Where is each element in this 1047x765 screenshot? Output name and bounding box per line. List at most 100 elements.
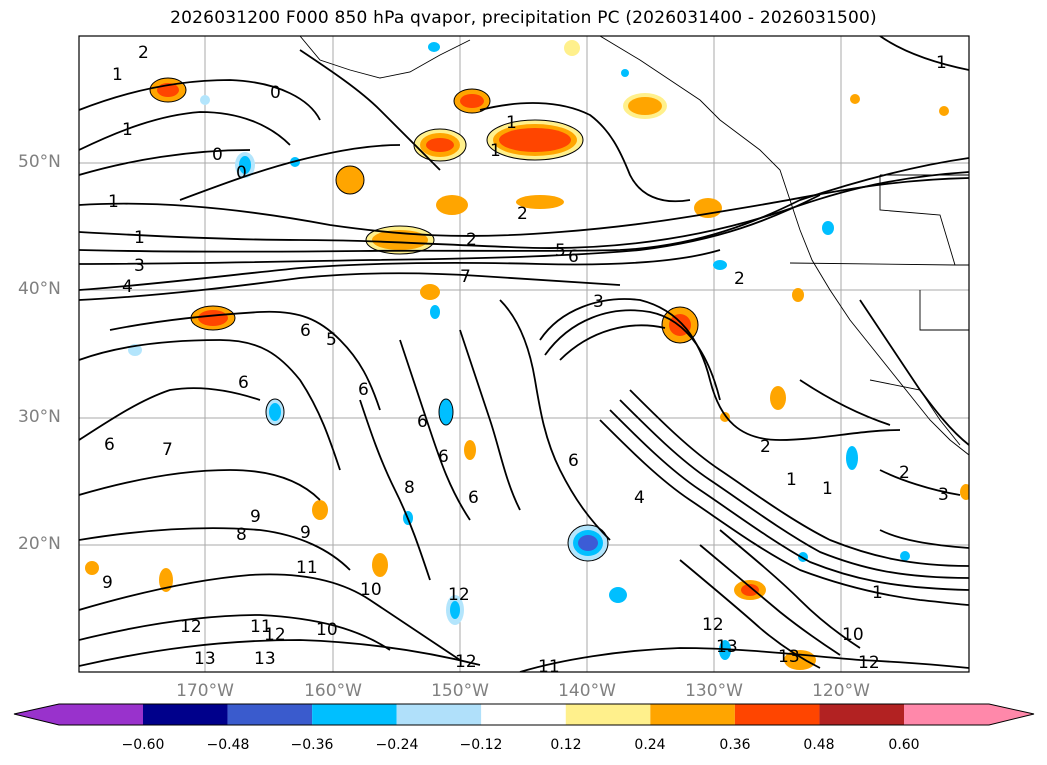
- colorbar-segment: [396, 704, 482, 725]
- colorbar-tick: 0.24: [634, 737, 666, 753]
- contour-label: 4: [634, 488, 645, 508]
- contour-label: 13: [778, 647, 800, 667]
- contour-label: 1: [490, 141, 501, 161]
- contour-label: 6: [568, 247, 579, 267]
- colorbar-segment: [312, 704, 397, 725]
- contour-label: 1: [112, 65, 123, 85]
- contour-label: 12: [702, 615, 724, 635]
- contour-label: 5: [326, 330, 337, 350]
- contour-label: 1: [134, 228, 145, 248]
- contour-label: 2: [517, 204, 528, 224]
- lon-label-150w: 150°W: [431, 681, 489, 701]
- contour-label: 1: [506, 113, 517, 133]
- contour-label: 13: [716, 637, 738, 657]
- contour-label: 7: [162, 440, 173, 460]
- contour-label: 6: [238, 373, 249, 393]
- map-frame: [78, 35, 970, 673]
- lon-label-120w: 120°W: [812, 681, 870, 701]
- colorbar-segment: [565, 704, 651, 725]
- colorbar-segment: [650, 704, 735, 725]
- contour-label: 5: [555, 241, 566, 261]
- colorbar-segment: [143, 704, 228, 725]
- colorbar-segment: [734, 704, 820, 725]
- contour-label: 12: [858, 653, 880, 673]
- contour-labels: 2 1 0 1 1 1 0 0 1 2 1 2 3 4 5 6 7 2 3 6 …: [102, 43, 949, 677]
- colorbar-tick: −0.24: [375, 737, 419, 753]
- gridlines: [79, 36, 969, 672]
- contour-label: 9: [102, 573, 113, 593]
- contour-label: 0: [236, 163, 247, 183]
- colorbar-segment: [481, 704, 566, 725]
- contour-label: 2: [466, 230, 477, 250]
- contour-label: 1: [122, 120, 133, 140]
- lat-label-50n: 50°N: [18, 152, 61, 172]
- contour-label: 2: [138, 43, 149, 63]
- colorbar-tick: 0.48: [803, 737, 835, 753]
- contour-label: 8: [236, 525, 247, 545]
- colorbar-tick: 0.36: [719, 737, 751, 753]
- positive-anomaly-shading: [85, 40, 969, 670]
- contour-label: 9: [250, 507, 261, 527]
- contour-label: 2: [899, 463, 910, 483]
- contour-label: 10: [360, 580, 382, 600]
- colorbar-segment: [904, 704, 989, 725]
- lon-label-140w: 140°W: [558, 681, 616, 701]
- contour-label: 1: [786, 470, 797, 490]
- lat-label-40n: 40°N: [18, 279, 61, 299]
- map-plot: 2 1 0 1 1 1 0 0 1 2 1 2 3 4 5 6 7 2 3 6 …: [78, 35, 970, 677]
- contour-label: 3: [134, 256, 145, 276]
- contour-label: 9: [300, 523, 311, 543]
- lon-label-160w: 160°W: [304, 681, 362, 701]
- contour-label: 13: [254, 649, 276, 669]
- colorbar-tick: 0.12: [550, 737, 582, 753]
- contour-label: 12: [264, 625, 286, 645]
- colorbar-segment: [227, 704, 313, 725]
- contour-label: 2: [734, 269, 745, 289]
- contour-label: 1: [822, 479, 833, 499]
- contour-label: 1: [936, 53, 947, 73]
- contour-label: 6: [300, 321, 311, 341]
- contour-label: 11: [250, 617, 272, 637]
- contour-label: 0: [270, 83, 281, 103]
- coastlines: [299, 36, 969, 456]
- colorbar-segment: [819, 704, 904, 725]
- colorbar-segment: [59, 704, 143, 725]
- contour-label: 11: [538, 657, 560, 677]
- lon-label-170w: 170°W: [176, 681, 234, 701]
- contour-label: 8: [404, 478, 415, 498]
- contour-label: 3: [938, 485, 949, 505]
- contour-label: 6: [438, 447, 449, 467]
- contour-label: 12: [455, 652, 477, 672]
- lat-label-20n: 20°N: [18, 534, 61, 554]
- colorbar-segments: [14, 704, 1034, 725]
- contour-label: 2: [760, 437, 771, 457]
- qvapor-contours: [79, 36, 969, 672]
- colorbar-tick: −0.36: [290, 737, 334, 753]
- contour-label: 6: [104, 435, 115, 455]
- colorbar-tick: −0.12: [459, 737, 503, 753]
- contour-label: 1: [872, 583, 883, 603]
- qvapor-contours-thin: [149, 77, 699, 562]
- contour-label: 1: [108, 192, 119, 212]
- contour-label: 3: [593, 292, 604, 312]
- contour-label: 6: [358, 380, 369, 400]
- lat-label-30n: 30°N: [18, 407, 61, 427]
- plot-title: 2026031200 F000 850 hPa qvapor, precipit…: [170, 8, 877, 28]
- colorbar-tick: −0.60: [121, 737, 165, 753]
- contour-label: 12: [448, 585, 470, 605]
- contour-label: 7: [460, 267, 471, 287]
- contour-label: 6: [568, 451, 579, 471]
- contour-label: 13: [194, 649, 216, 669]
- negative-anomaly-shading: [128, 42, 910, 660]
- colorbar-outline: [13, 703, 1035, 726]
- colorbar-tick: −0.48: [206, 737, 250, 753]
- lon-label-130w: 130°W: [685, 681, 743, 701]
- contour-label: 12: [180, 617, 202, 637]
- contour-label: 4: [122, 277, 133, 297]
- colorbar-extend-high: [989, 704, 1034, 725]
- contour-label: 0: [212, 145, 223, 165]
- colorbar-extend-low: [14, 704, 59, 725]
- colorbar-tick: 0.60: [888, 737, 920, 753]
- contour-label: 6: [417, 412, 428, 432]
- contour-label: 6: [468, 488, 479, 508]
